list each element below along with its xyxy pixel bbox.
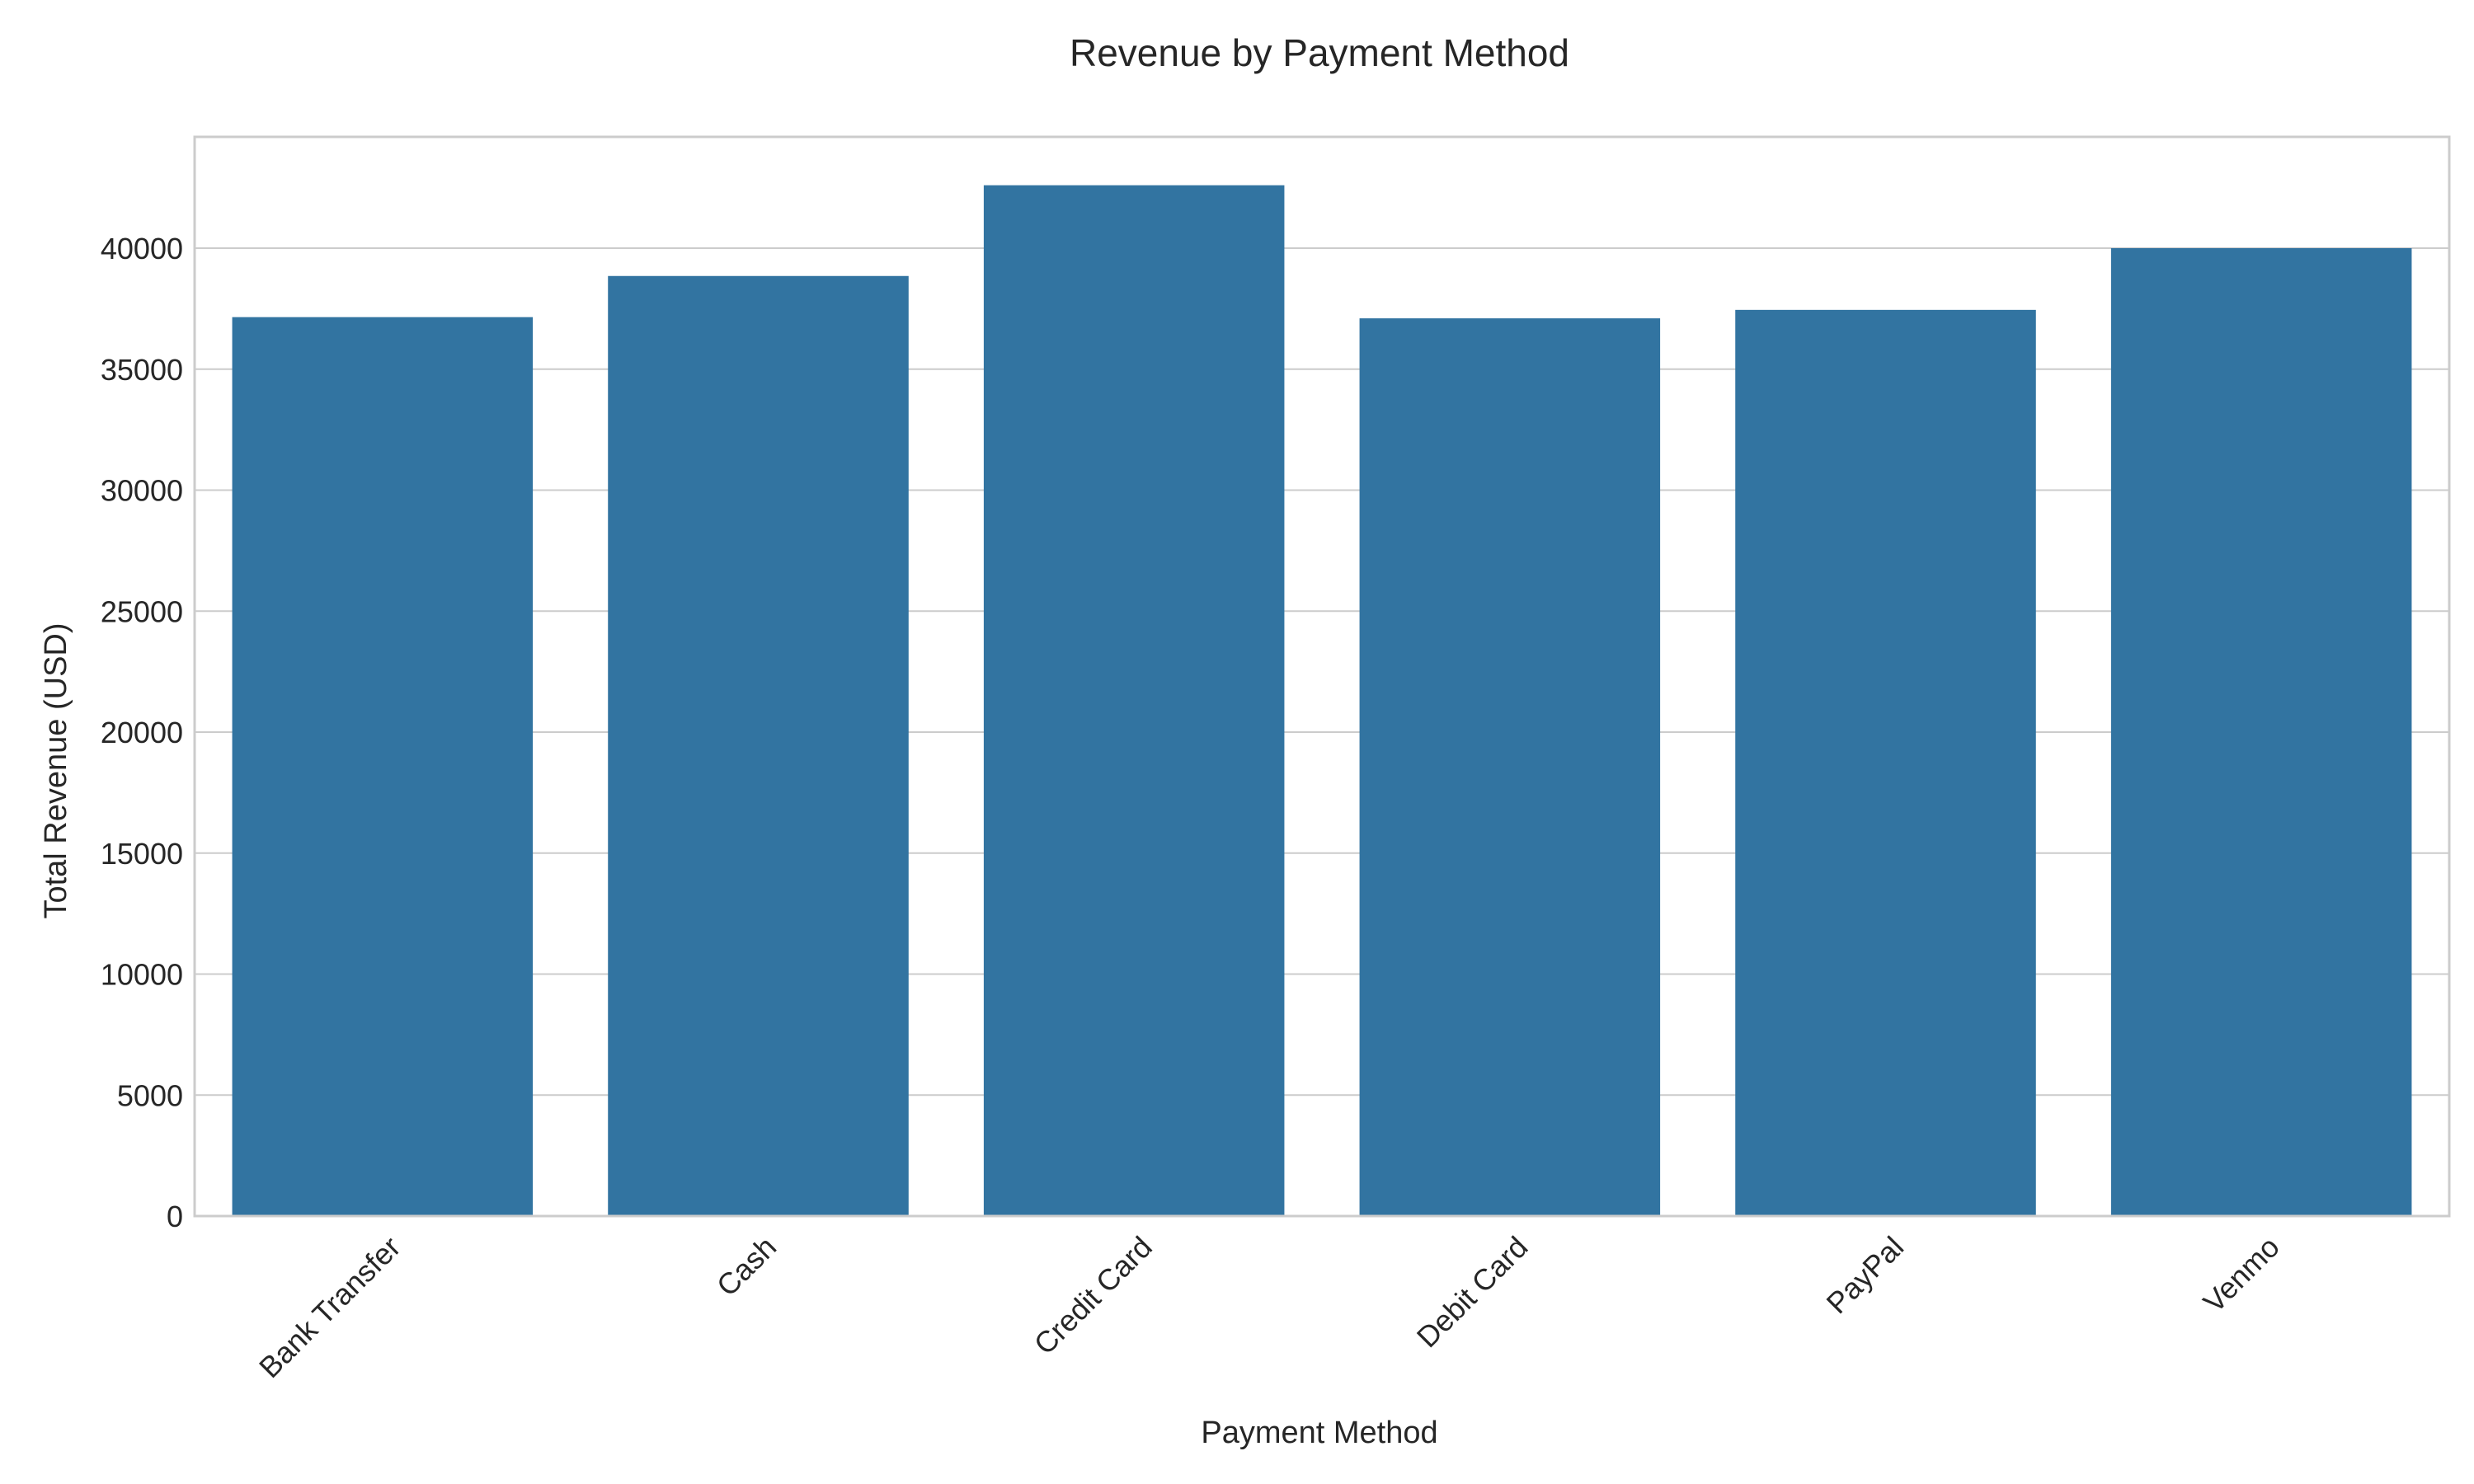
x-axis-label: Payment Method [1201, 1416, 1437, 1450]
y-tick-label: 35000 [101, 353, 183, 387]
bars [232, 185, 2412, 1217]
y-tick-label: 15000 [101, 837, 183, 871]
plot-frame [193, 135, 2451, 1218]
chart-title: Revenue by Payment Method [1070, 31, 1569, 74]
y-tick-label: 40000 [101, 232, 183, 265]
bar-venmo [2110, 248, 2412, 1216]
y-axis-label: Total Revenue (USD) [39, 622, 73, 918]
y-tick-label: 5000 [117, 1078, 183, 1112]
y-tick-label: 0 [167, 1200, 183, 1233]
y-tick-label: 20000 [101, 716, 183, 749]
bar-bank-transfer [232, 317, 534, 1217]
bar-paypal [1735, 309, 2036, 1217]
x-tick-label: Venmo [2197, 1230, 2286, 1319]
y-tick-label: 30000 [101, 474, 183, 508]
y-tick-label: 25000 [101, 594, 183, 628]
bar-debit-card [1359, 318, 1661, 1217]
x-tick-label: Bank Transfer [252, 1230, 407, 1384]
x-tick-labels: Bank Transfer Cash Credit Card Debit Card Pa… [252, 1230, 2286, 1384]
x-tick-label: Debit Card [1410, 1230, 1535, 1355]
bar-credit-card [983, 185, 1285, 1216]
y-tick-label: 10000 [101, 958, 183, 992]
y-tick-labels: 0 5000 10000 15000 20000 25000 30000 35000 40000 [101, 232, 183, 1233]
x-tick-label: Credit Card [1028, 1230, 1159, 1361]
bar-cash [608, 275, 909, 1216]
grid-lines [195, 247, 2449, 1217]
x-tick-label: PayPal [1820, 1230, 1911, 1321]
x-tick-label: Cash [710, 1230, 783, 1303]
